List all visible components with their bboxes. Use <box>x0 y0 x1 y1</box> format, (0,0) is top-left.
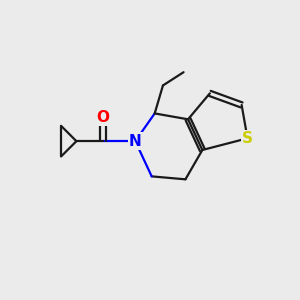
Text: S: S <box>242 131 253 146</box>
Text: O: O <box>96 110 110 124</box>
Text: N: N <box>129 134 142 149</box>
